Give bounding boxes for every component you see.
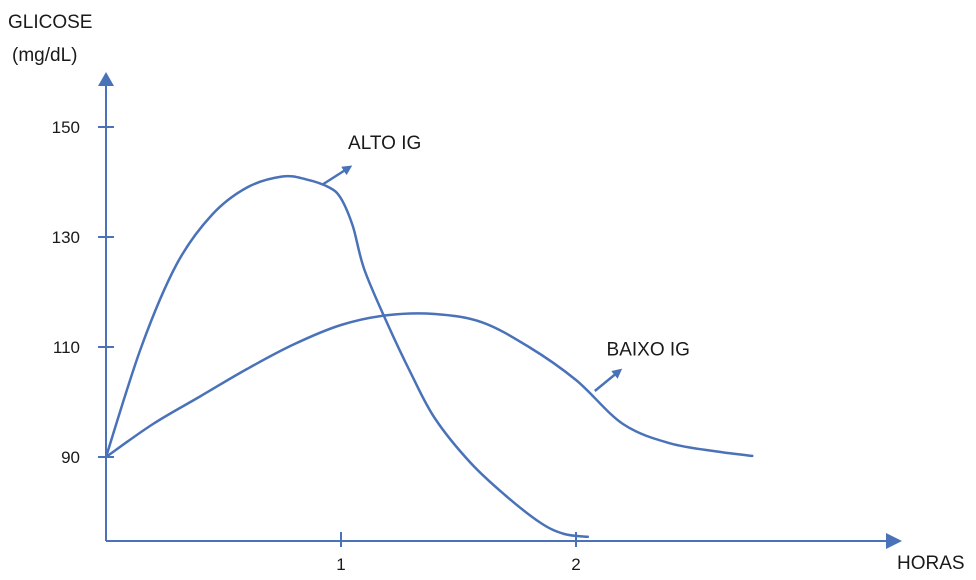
y-tick-label-90: 90 bbox=[61, 448, 80, 467]
annotation-arrow-icon-1 bbox=[595, 372, 619, 391]
y-axis-arrow-icon bbox=[98, 72, 114, 86]
series-line-1 bbox=[106, 313, 752, 457]
series-label-0: ALTO IG bbox=[348, 133, 421, 154]
series-line-0 bbox=[106, 176, 588, 537]
y-tick-label-110: 110 bbox=[53, 338, 80, 357]
annotation-arrow-icon-0 bbox=[322, 168, 348, 185]
y-tick-label-150: 150 bbox=[52, 118, 80, 137]
series-label-1: BAIXO IG bbox=[607, 339, 690, 360]
x-axis-arrow-icon bbox=[886, 533, 902, 549]
x-tick-label-2: 2 bbox=[571, 555, 580, 574]
y-tick-label-130: 130 bbox=[52, 228, 80, 247]
x-tick-label-1: 1 bbox=[336, 555, 345, 574]
